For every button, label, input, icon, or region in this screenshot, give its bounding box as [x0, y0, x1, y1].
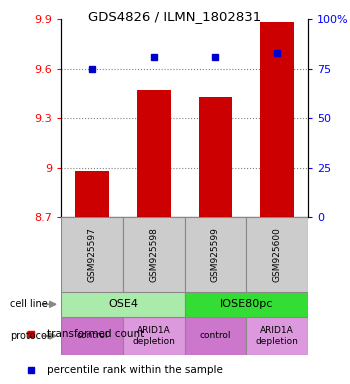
Text: transformed count: transformed count: [47, 329, 144, 339]
Text: IOSE80pc: IOSE80pc: [219, 299, 273, 310]
Text: control: control: [76, 331, 108, 341]
Text: control: control: [200, 331, 231, 341]
Bar: [123, 217, 184, 292]
Bar: [75, 171, 109, 217]
Bar: [260, 23, 294, 217]
Text: cell line: cell line: [10, 299, 48, 310]
Text: ARID1A
depletion: ARID1A depletion: [132, 326, 175, 346]
Text: ARID1A
depletion: ARID1A depletion: [256, 326, 299, 346]
Text: GSM925597: GSM925597: [88, 227, 97, 282]
Text: OSE4: OSE4: [108, 299, 138, 310]
Bar: [246, 317, 308, 355]
Bar: [137, 90, 171, 217]
Text: percentile rank within the sample: percentile rank within the sample: [47, 365, 223, 375]
Text: GSM925599: GSM925599: [211, 227, 220, 282]
Bar: [246, 217, 308, 292]
Text: protocol: protocol: [10, 331, 50, 341]
Text: GSM925600: GSM925600: [273, 227, 282, 282]
Bar: [184, 317, 246, 355]
Text: GSM925598: GSM925598: [149, 227, 158, 282]
Bar: [123, 317, 184, 355]
Text: GDS4826 / ILMN_1802831: GDS4826 / ILMN_1802831: [88, 10, 262, 23]
Bar: [184, 292, 308, 317]
Bar: [61, 217, 123, 292]
Bar: [184, 217, 246, 292]
Bar: [61, 292, 185, 317]
Bar: [198, 97, 232, 217]
Bar: [61, 317, 123, 355]
